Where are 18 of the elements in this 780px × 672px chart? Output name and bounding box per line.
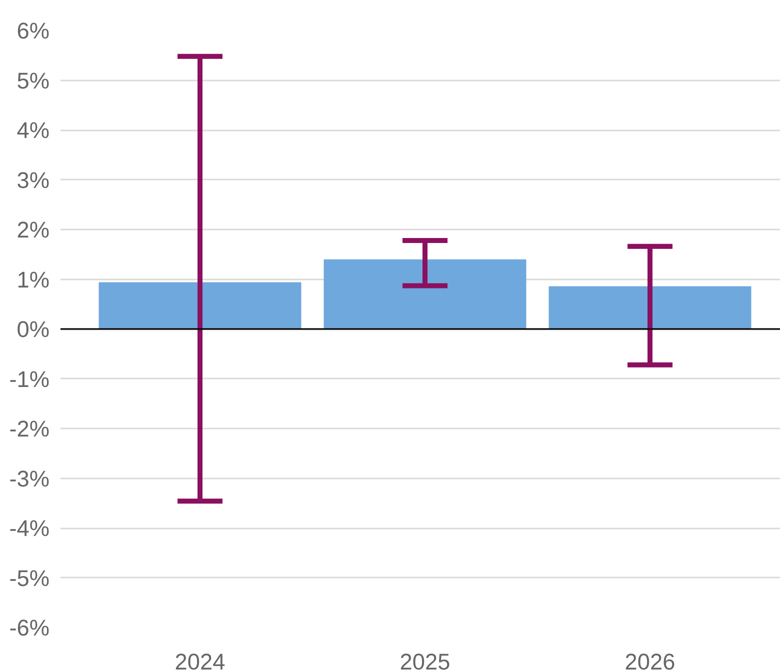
y-tick-label: 3%	[16, 166, 50, 193]
y-tick-label: -1%	[9, 366, 50, 392]
bar	[98, 282, 302, 329]
x-tick-label: 2025	[400, 648, 450, 672]
x-tick-label: 2026	[624, 648, 676, 672]
x-tick-label: 2024	[174, 648, 226, 672]
bar	[324, 259, 526, 329]
y-tick-label: 5%	[16, 67, 50, 94]
y-tick-label: 6%	[16, 18, 50, 44]
y-tick-label: 1%	[16, 266, 50, 292]
y-tick-label: 0%	[16, 316, 50, 342]
y-tick-label: -3%	[9, 465, 50, 492]
y-tick-label: -6%	[9, 614, 50, 640]
y-tick-label: -4%	[9, 515, 50, 541]
y-tick-label: 4%	[16, 117, 50, 143]
y-tick-label: -2%	[9, 416, 50, 442]
y-tick-label: -5%	[9, 564, 50, 591]
y-tick-label: 2%	[16, 216, 50, 242]
